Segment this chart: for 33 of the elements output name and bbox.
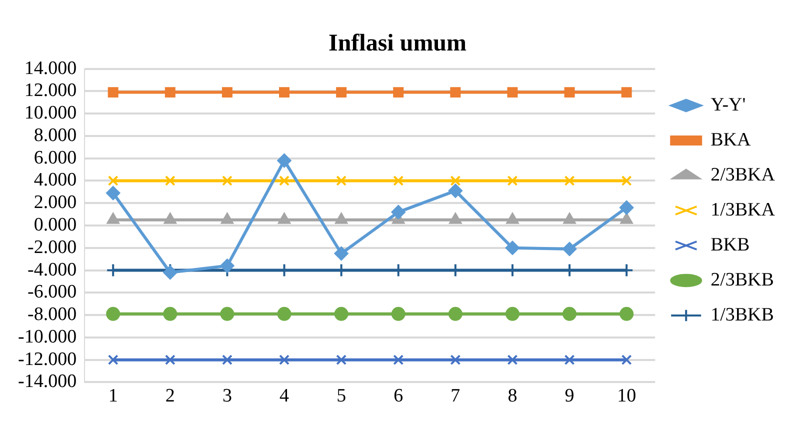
- legend-label: 2/3BKB: [710, 269, 774, 290]
- y-tick-label: 14.000: [24, 58, 77, 79]
- legend-label: BKA: [710, 129, 751, 150]
- y-tick-label: 2.000: [34, 192, 77, 214]
- y-tick-label: 12.000: [24, 80, 77, 102]
- y-tick-label: 0.000: [34, 214, 77, 236]
- x-tick-label: 4: [280, 386, 290, 407]
- chart-title: Inflasi umum: [328, 30, 467, 57]
- x-tick-label: 3: [222, 386, 232, 407]
- y-tick-label: 6.000: [34, 147, 77, 168]
- y-tick-label: 10.000: [24, 102, 77, 124]
- y-tick-label: 4.000: [34, 170, 77, 191]
- y-tick-label: -2.000: [28, 236, 77, 258]
- x-tick-label: 9: [564, 386, 574, 407]
- y-tick-label: -6.000: [28, 282, 77, 303]
- y-tick-label: -14.000: [18, 371, 77, 392]
- x-tick-label: 8: [508, 386, 518, 407]
- legend-label: 1/3BKA: [710, 199, 776, 220]
- y-tick-label: -12.000: [18, 348, 77, 370]
- legend-label: BKB: [710, 234, 750, 256]
- y-tick-label: 8.000: [34, 124, 77, 146]
- legend-label: 1/3BKB: [710, 304, 774, 326]
- x-tick-label: 7: [450, 386, 460, 407]
- y-tick-label: -8.000: [28, 304, 77, 326]
- legend-label: 2/3BKA: [710, 164, 776, 186]
- x-tick-label: 2: [165, 386, 175, 407]
- x-tick-label: 1: [108, 386, 118, 407]
- x-tick-label: 5: [336, 386, 346, 407]
- legend-label: Y-Y': [710, 94, 746, 116]
- x-tick-label: 6: [394, 386, 404, 407]
- y-tick-label: -10.000: [18, 326, 77, 348]
- y-tick-label: -4.000: [28, 259, 77, 280]
- x-tick-label: 10: [617, 386, 636, 407]
